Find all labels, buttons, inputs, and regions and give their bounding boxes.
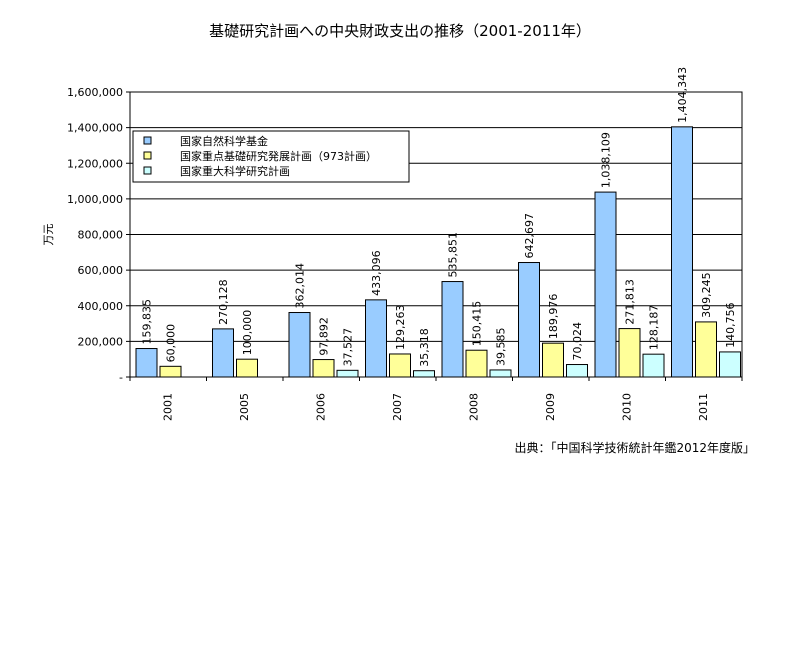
bar (159, 365, 182, 378)
y-tick-label: 1,000,000 (67, 193, 123, 206)
y-tick-label: - (119, 371, 123, 384)
legend-swatch (143, 136, 152, 145)
y-tick-label: 1,200,000 (67, 157, 123, 170)
y-tick-label: 800,000 (78, 229, 124, 242)
x-tick-label: 2006 (314, 393, 327, 421)
legend-swatch (143, 151, 152, 160)
y-tick-label: 200,000 (78, 335, 124, 348)
bar (518, 262, 540, 378)
bar (288, 312, 311, 378)
source-note: 出典：「中国科学技術統計年鑑2012年度版」 (514, 441, 755, 455)
data-label: 535,851 (447, 232, 460, 278)
bar (236, 358, 258, 378)
bar (389, 353, 411, 378)
data-label: 1,404,343 (676, 67, 689, 123)
y-tick-label: 1,400,000 (67, 122, 123, 135)
x-tick-label: 2008 (467, 393, 480, 421)
legend-label: 国家重点基礎研究発展計画（973計画） (180, 149, 377, 163)
y-tick-label: 400,000 (78, 300, 124, 313)
x-tick-label: 2009 (544, 393, 557, 421)
data-label: 362,014 (294, 263, 307, 309)
data-label: 129,263 (394, 304, 407, 350)
legend-box (132, 130, 410, 183)
bar (135, 348, 158, 378)
bar (312, 359, 335, 378)
data-label: 1,038,109 (600, 132, 613, 188)
bar (441, 281, 464, 378)
bar (671, 126, 693, 378)
x-tick-label: 2007 (391, 393, 404, 421)
bar (695, 321, 717, 378)
bar (566, 364, 588, 378)
bar (489, 369, 512, 378)
bar (594, 191, 617, 378)
data-label: 140,756 (724, 302, 737, 348)
chart-title: 基礎研究計画への中央財政支出の推移（2001-2011年） (209, 22, 591, 40)
data-label: 271,813 (624, 279, 637, 325)
x-tick-label: 2011 (697, 393, 710, 421)
data-label: 159,835 (141, 299, 154, 345)
y-axis-label: 万元 (42, 224, 55, 246)
data-label: 39,585 (495, 327, 508, 366)
data-label: 35,318 (418, 328, 431, 367)
data-label: 128,187 (648, 305, 661, 351)
x-tick-label: 2010 (620, 393, 633, 421)
data-label: 270,128 (217, 279, 230, 325)
data-label: 100,000 (241, 310, 254, 356)
data-label: 97,892 (318, 317, 331, 356)
x-tick-label: 2001 (161, 393, 174, 421)
legend-label: 国家自然科学基金 (180, 134, 268, 148)
y-tick-label: 1,600,000 (67, 86, 123, 99)
bar (336, 369, 359, 378)
bar (365, 299, 387, 378)
data-label: 433,096 (370, 250, 383, 296)
bar (618, 328, 641, 378)
data-label: 60,000 (165, 324, 178, 363)
bar (542, 342, 564, 378)
bar (642, 353, 665, 378)
y-tick-label: 600,000 (78, 264, 124, 277)
bar (212, 328, 234, 378)
legend-label: 国家重大科学研究計画 (180, 164, 290, 178)
x-tick-label: 2005 (238, 393, 251, 421)
bar (719, 351, 741, 378)
data-label: 189,976 (547, 294, 560, 340)
bar (465, 349, 488, 378)
data-label: 70,024 (571, 322, 584, 361)
bar (413, 370, 435, 378)
data-label: 37,527 (342, 328, 355, 367)
data-label: 150,415 (471, 301, 484, 347)
legend-swatch (143, 166, 152, 175)
data-label: 642,697 (523, 213, 536, 259)
data-label: 309,245 (700, 272, 713, 318)
